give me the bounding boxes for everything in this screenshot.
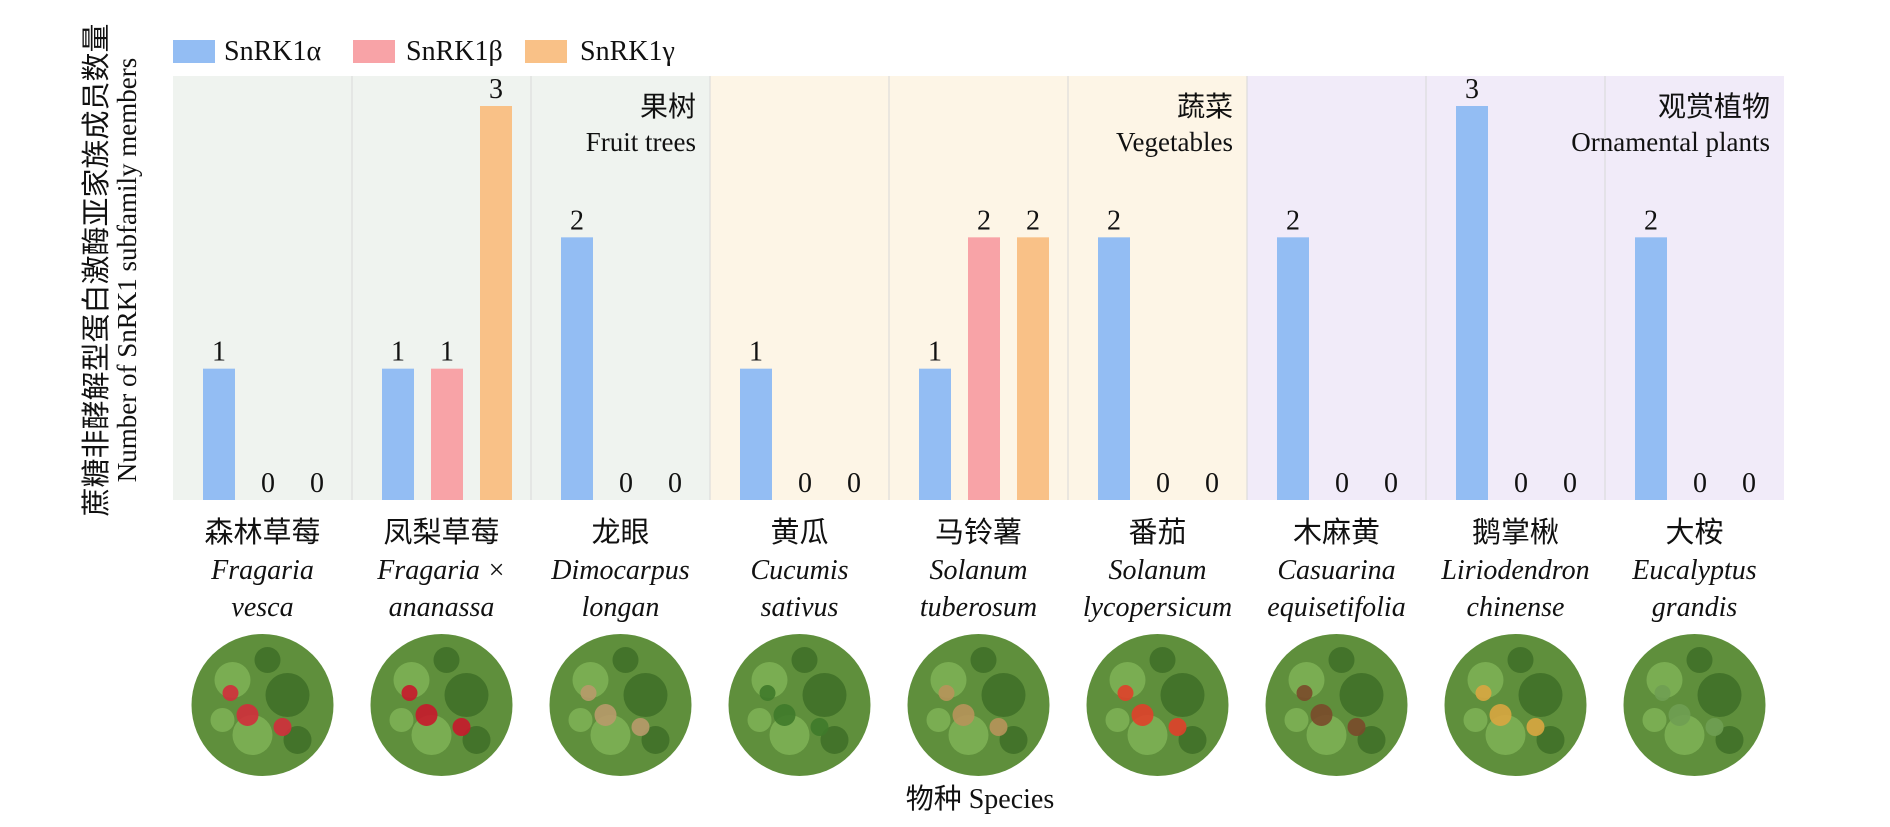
data-label: 0 [1514,468,1528,499]
bar [382,368,414,500]
bar [480,106,512,500]
bar [1635,237,1667,501]
y-axis-label-en: Number of SnRK1 subfamily members [112,58,142,482]
category-label-latin: chinense [1467,592,1565,623]
bar [968,237,1000,501]
longan-photo [549,634,692,776]
category-label-latin: Liriodendron [1440,555,1589,586]
data-label: 2 [1286,205,1300,236]
group-title-cn: 观赏植物 [1658,91,1770,123]
bar [1017,237,1049,501]
cucumber-photo [728,634,871,776]
category-label-latin: Fragaria × [376,555,506,586]
category-label-latin: Fragaria [210,555,314,586]
casuarina-photo [1265,634,1408,776]
bar [919,368,951,500]
category-label-latin: grandis [1652,592,1738,623]
legend: SnRK1α SnRK1β SnRK1γ [173,36,675,67]
category-label-latin: ananassa [389,592,495,623]
bar [740,368,772,500]
y-axis-label-cn: 蔗糖非酵解型蛋白激酶亚家族成员数量 [80,23,113,516]
category-label-latin: Dimocarpus [550,555,690,586]
bar [203,368,235,500]
bars [203,106,1667,501]
category-label-cn: 木麻黄 [1293,516,1380,549]
bar [1098,237,1130,501]
category-label-cn: 凤梨草莓 [383,516,499,549]
category-label-latin: Cucumis [751,555,849,586]
data-label: 0 [847,468,861,499]
category-label-latin: vesca [231,592,293,623]
data-label: 2 [977,205,991,236]
category-label-cn: 马铃薯 [935,516,1022,549]
category-label-cn: 森林草莓 [204,516,320,549]
legend-label: SnRK1α [224,36,321,67]
data-label: 1 [749,337,763,368]
tomato-photo [1086,634,1229,776]
category-label-cn: 番茄 [1128,516,1186,549]
data-label: 2 [570,205,584,236]
eucalyptus-photo [1623,634,1766,776]
data-label: 0 [1205,468,1219,499]
wild-strawberry-photo [191,634,334,776]
labels: 果树 Fruit trees 蔬菜 Vegetables 观赏植物 Ornamental … [204,74,1770,623]
data-label: 2 [1644,205,1658,236]
data-label: 0 [1335,468,1349,499]
category-label-cn: 鹅掌楸 [1472,516,1559,549]
legend-label: SnRK1β [406,36,503,67]
data-label: 0 [1384,468,1398,499]
data-label: 1 [212,337,226,368]
potato-photo [907,634,1050,776]
data-label: 3 [1465,74,1479,105]
data-label: 0 [310,468,324,499]
bar [1277,237,1309,501]
category-label-latin: longan [582,592,660,623]
group-title-cn: 蔬菜 [1177,91,1233,123]
legend-swatch [173,40,215,63]
data-label: 0 [1742,468,1756,499]
x-axis-label: 物种 Species [906,783,1055,815]
category-label-latin: equisetifolia [1267,592,1405,623]
strawberry-photo [370,634,513,776]
group-title-en: Vegetables [1116,127,1233,157]
data-label: 1 [440,337,454,368]
legend-swatch [353,40,395,63]
data-label: 0 [1563,468,1577,499]
data-label: 0 [668,468,682,499]
bar [561,237,593,501]
data-label: 0 [1156,468,1170,499]
category-label-cn: 黄瓜 [770,516,828,549]
legend-label: SnRK1γ [580,36,675,67]
category-label-latin: sativus [761,592,839,623]
category-label-cn: 龙眼 [591,516,649,549]
category-label-latin: Casuarina [1277,555,1395,586]
group-title-cn: 果树 [640,91,696,123]
category-label-latin: Solanum [930,555,1028,586]
category-label-latin: tuberosum [920,592,1037,623]
group-background-2 [1247,76,1784,500]
category-label-latin: Solanum [1109,555,1207,586]
data-label: 0 [1693,468,1707,499]
data-label: 1 [391,337,405,368]
group-title-en: Fruit trees [586,127,696,157]
bar [1456,106,1488,500]
data-label: 0 [619,468,633,499]
species-photos [191,634,1766,776]
legend-swatch [525,40,567,63]
data-label: 0 [261,468,275,499]
data-label: 2 [1026,205,1040,236]
data-label: 3 [489,74,503,105]
category-label-latin: Eucalyptus [1631,555,1757,586]
category-label-latin: lycopersicum [1083,592,1232,623]
data-label: 2 [1107,205,1121,236]
category-label-cn: 大桉 [1665,516,1723,549]
data-label: 1 [928,337,942,368]
tulip-tree-photo [1444,634,1587,776]
group-title-en: Ornamental plants [1571,127,1770,157]
bar [431,368,463,500]
data-label: 0 [798,468,812,499]
